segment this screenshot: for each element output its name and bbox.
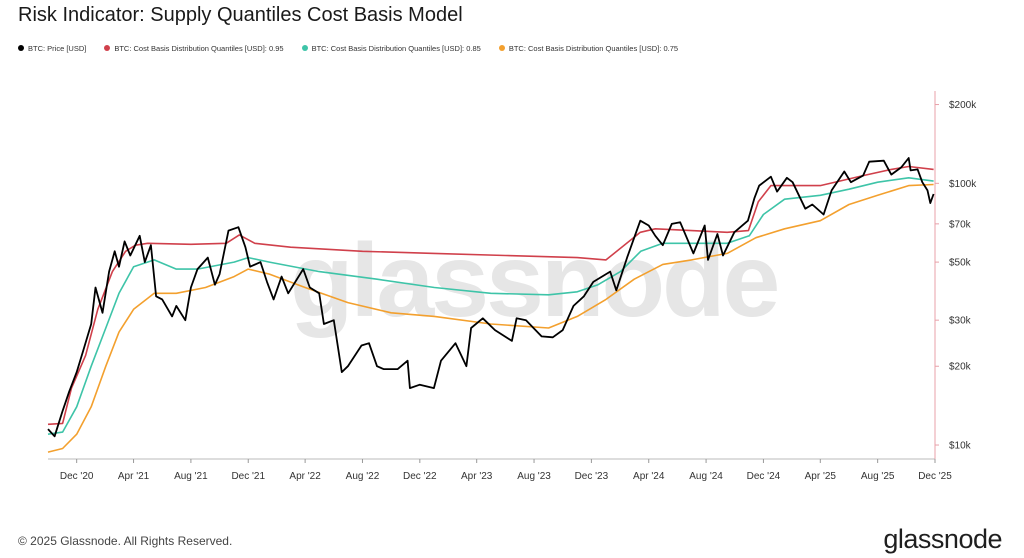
series-line-btc-cost-basis-distribution-quantiles-usd-0-85 bbox=[47, 177, 934, 435]
watermark: glassnode bbox=[290, 223, 778, 339]
series-line-btc-cost-basis-distribution-quantiles-usd-0-75 bbox=[47, 183, 934, 453]
legend-swatch bbox=[104, 45, 111, 51]
legend-label: BTC: Cost Basis Distribution Quantiles [… bbox=[508, 43, 679, 53]
legend-label: BTC: Cost Basis Distribution Quantiles [… bbox=[114, 43, 284, 53]
x-tick-label: Apr '25 bbox=[805, 471, 837, 482]
y-tick-label: $100k bbox=[949, 179, 977, 190]
x-tick-label: Apr '23 bbox=[461, 471, 493, 482]
x-tick-label: Aug '23 bbox=[517, 471, 551, 482]
x-tick-label: Dec '21 bbox=[231, 471, 265, 482]
x-tick-label: Dec '25 bbox=[918, 471, 952, 482]
axes-layer: Dec '20 Apr '21 Aug '21 Dec '21 Apr '22 Aug '… bbox=[48, 91, 977, 482]
y-tick-label: $200k bbox=[949, 100, 977, 111]
x-tick-label: Dec '24 bbox=[747, 471, 781, 482]
legend-item-q085[interactable]: BTC: Cost Basis Distribution Quantiles [… bbox=[301, 43, 481, 53]
y-tick-label: $30k bbox=[949, 316, 972, 327]
footer-copyright: © 2025 Glassnode. All Rights Reserved. bbox=[18, 534, 233, 548]
legend-swatch bbox=[18, 45, 24, 51]
y-tick-label: $10k bbox=[949, 441, 972, 452]
legend-item-q075[interactable]: BTC: Cost Basis Distribution Quantiles [… bbox=[498, 43, 679, 53]
legend-swatch bbox=[301, 45, 308, 51]
x-tick-label: Dec '20 bbox=[60, 471, 94, 482]
x-tick-label: Aug '25 bbox=[861, 471, 895, 482]
y-tick-label: $20k bbox=[949, 362, 972, 373]
y-tick-label: $50k bbox=[949, 258, 972, 269]
page-title: Risk Indicator: Supply Quantiles Cost Ba… bbox=[18, 4, 463, 26]
legend-item-price[interactable]: BTC: Price [USD] bbox=[18, 44, 86, 53]
x-tick-label: Dec '23 bbox=[575, 471, 609, 482]
series-line-btc-price-usd bbox=[47, 157, 935, 438]
x-tick-label: Dec '22 bbox=[403, 471, 437, 482]
y-tick-label: $70k bbox=[949, 219, 972, 230]
x-tick-label: Apr '21 bbox=[118, 471, 150, 482]
legend-swatch bbox=[498, 45, 505, 51]
brand-logo: glassnode bbox=[883, 524, 1002, 554]
series-layer bbox=[47, 157, 935, 453]
x-tick-label: Apr '22 bbox=[289, 471, 321, 482]
legend-label: BTC: Cost Basis Distribution Quantiles [… bbox=[311, 43, 481, 53]
legend-label: BTC: Price [USD] bbox=[28, 43, 87, 53]
chart-legend: BTC: Price [USD] BTC: Cost Basis Distrib… bbox=[18, 41, 696, 55]
x-tick-label: Apr '24 bbox=[633, 471, 665, 482]
legend-item-q095[interactable]: BTC: Cost Basis Distribution Quantiles [… bbox=[104, 43, 284, 53]
x-tick-label: Aug '22 bbox=[346, 471, 380, 482]
x-tick-label: Aug '21 bbox=[174, 471, 208, 482]
x-tick-label: Aug '24 bbox=[689, 471, 723, 482]
series-line-btc-cost-basis-distribution-quantiles-usd-0-95 bbox=[47, 165, 934, 426]
